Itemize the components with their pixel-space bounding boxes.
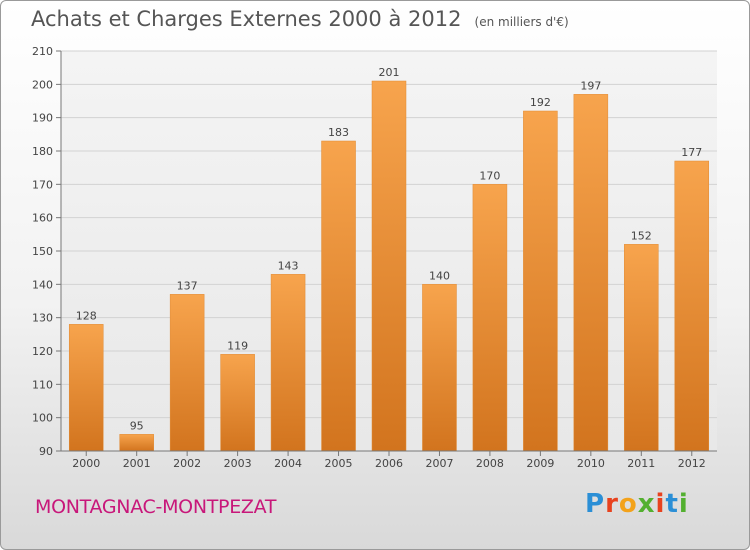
bar-value-label: 137: [177, 279, 198, 292]
bar-2011: [624, 244, 659, 452]
bar-2001: [119, 434, 154, 452]
bar-value-label: 170: [479, 169, 500, 182]
bar-value-label: 192: [530, 96, 551, 109]
x-tick-label: 2008: [476, 457, 504, 470]
y-tick-label: 140: [32, 278, 53, 291]
y-tick-label: 180: [32, 145, 53, 158]
x-tick-label: 2011: [627, 457, 655, 470]
bar-2012: [674, 160, 710, 452]
x-tick-label: 2007: [425, 457, 453, 470]
bar-2006: [371, 80, 407, 452]
bar-value-label: 128: [76, 309, 97, 322]
bar-2010: [573, 94, 609, 452]
x-tick-label: 2001: [123, 457, 151, 470]
bar-value-label: 177: [681, 146, 702, 159]
y-tick-label: 110: [32, 378, 53, 391]
x-tick-label: 2003: [224, 457, 252, 470]
y-tick-label: 90: [39, 445, 53, 458]
logo-letter: t: [665, 489, 679, 519]
x-tick-label: 2000: [72, 457, 100, 470]
bar-2002: [169, 294, 205, 452]
bar-2009: [523, 110, 558, 452]
y-tick-label: 170: [32, 178, 53, 191]
logo-letter: o: [618, 489, 638, 519]
chart-title: Achats et Charges Externes 2000 à 2012: [31, 7, 462, 31]
x-tick-label: 2010: [577, 457, 605, 470]
x-tick-label: 2004: [274, 457, 302, 470]
bar-2005: [321, 140, 356, 452]
logo-letter: P: [585, 489, 606, 519]
proxiti-logo[interactable]: Proxiti: [585, 489, 689, 519]
x-tick-label: 2009: [526, 457, 554, 470]
x-tick-label: 2002: [173, 457, 201, 470]
logo-letter: r: [605, 489, 619, 519]
bar-value-label: 197: [580, 79, 601, 92]
bars: 128 95 137 119 143 183 201 140 170 192 197 152 177: [68, 66, 710, 452]
x-tick-label: 2012: [678, 457, 706, 470]
y-tick-label: 190: [32, 112, 53, 125]
y-tick-label: 120: [32, 345, 53, 358]
axes: 90 100 110 120 130 140 150 160 170 180 190 200 210 20…: [32, 45, 717, 470]
commune-name: MONTAGNAC-MONTPEZAT: [35, 496, 277, 518]
y-tick-label: 150: [32, 245, 53, 258]
bar-2003: [220, 354, 255, 452]
y-tick-label: 100: [32, 412, 53, 425]
y-tick-label: 130: [32, 312, 53, 325]
bar-2000: [68, 324, 104, 452]
bar-value-label: 183: [328, 126, 349, 139]
y-tick-label: 200: [32, 78, 53, 91]
bar-value-label: 119: [227, 339, 248, 352]
bar-2008: [472, 184, 508, 452]
y-tick-label: 160: [32, 212, 53, 225]
y-tick-label: 210: [32, 45, 53, 58]
bar-2004: [270, 274, 306, 452]
x-tick-label: 2006: [375, 457, 403, 470]
bar-value-label: 201: [379, 66, 400, 79]
logo-letter: i: [678, 489, 689, 519]
bar-2007: [422, 284, 457, 452]
logo-letter: i: [655, 489, 666, 519]
bar-value-label: 152: [631, 229, 652, 242]
bar-value-label: 95: [130, 419, 144, 432]
title-row: Achats et Charges Externes 2000 à 2012 (…: [31, 7, 569, 31]
chart-unit: (en milliers d'€): [474, 15, 569, 29]
x-tick-label: 2005: [325, 457, 353, 470]
logo-letter: x: [637, 489, 656, 519]
bar-value-label: 140: [429, 269, 450, 282]
bar-value-label: 143: [278, 259, 299, 272]
